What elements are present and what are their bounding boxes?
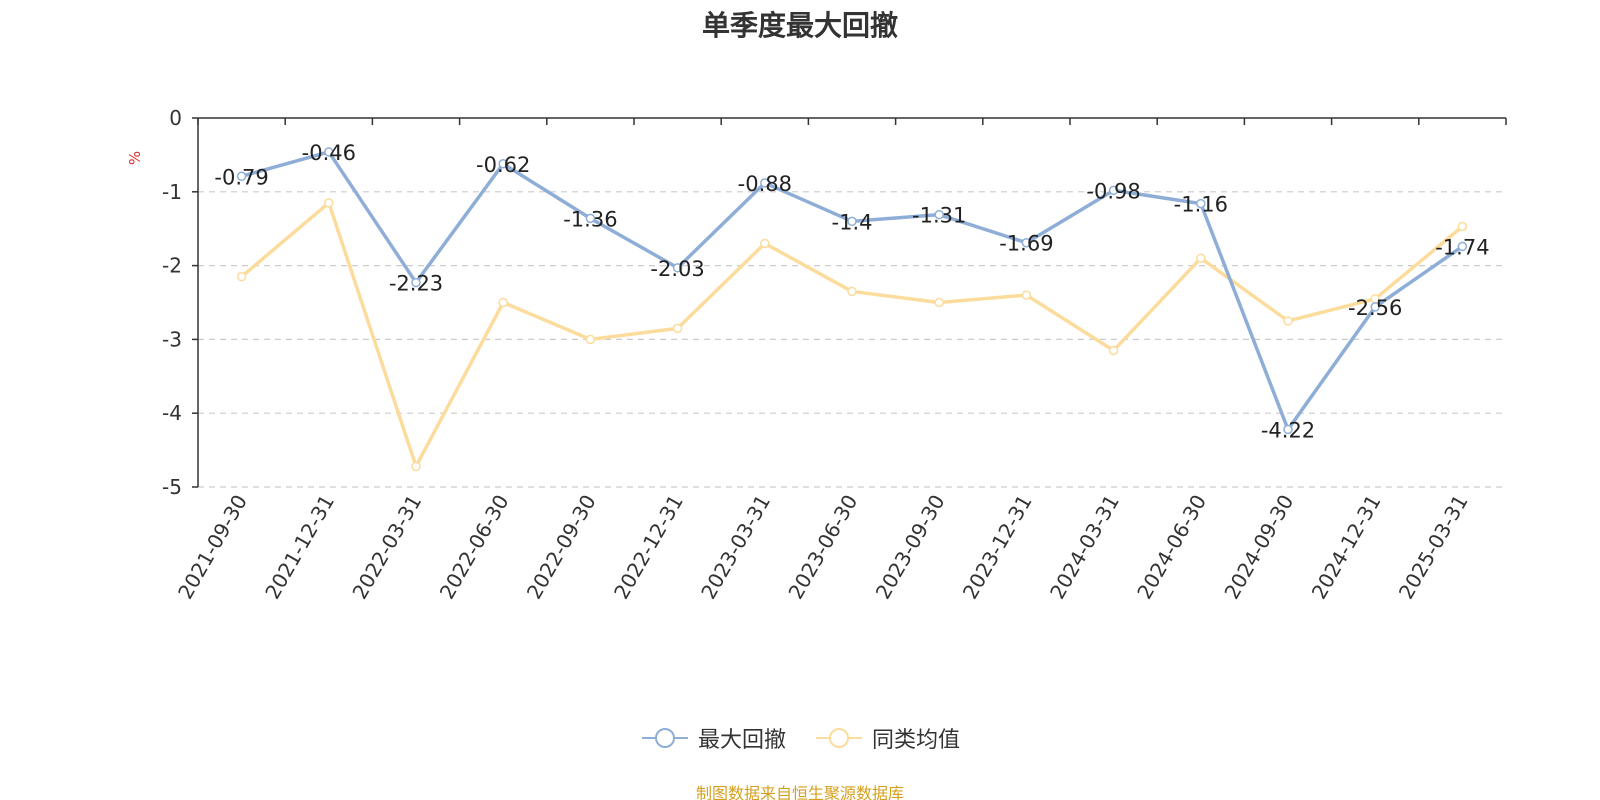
legend-item-series-1[interactable]: 同类均值: [814, 722, 960, 754]
series-1-point-8: [934, 297, 944, 308]
y-tick-label--2: -2: [162, 254, 182, 278]
x-tick-label-1: 2021-12-31: [260, 491, 339, 604]
series-1-point-6: [760, 238, 770, 249]
series-0-point-8: [934, 209, 944, 220]
x-tick-label-8: 2023-09-30: [871, 491, 950, 604]
x-tick-label-12: 2024-09-30: [1219, 491, 1298, 604]
legend-marker-series-0: [641, 728, 688, 748]
legend: 最大回撤 同类均值: [0, 722, 1600, 754]
data-label-series-0-12: -4.22: [1261, 418, 1315, 442]
data-label-series-0-9: -1.69: [999, 232, 1053, 256]
series-0-point-14: [1457, 241, 1468, 252]
legend-item-series-0[interactable]: 最大回撤: [640, 722, 786, 754]
series-0-point-10: [1108, 185, 1119, 196]
data-label-series-0-3: -0.62: [476, 153, 530, 177]
x-tick-label-9: 2023-12-31: [958, 491, 1037, 604]
legend-label-series-1: 同类均值: [872, 728, 961, 753]
data-label-series-0-13: -2.56: [1348, 296, 1402, 320]
x-tick-label-13: 2024-12-31: [1307, 491, 1386, 604]
series-0-point-11: [1196, 198, 1206, 209]
y-tick-label--1: -1: [162, 180, 182, 204]
line-chart: 0 -1 -2 -3 -4 -5% 2021-09-30 2021-12-31 2022-03-…: [126, 106, 1507, 604]
data-label-series-0-1: -0.46: [302, 141, 356, 165]
y-tick-label--5: -5: [162, 475, 182, 499]
series-1-point-10: [1108, 345, 1119, 356]
series-0-point-3: [498, 159, 508, 169]
x-tick-label-0: 2021-09-30: [173, 491, 252, 604]
series-0-point-6: [760, 178, 770, 188]
x-tick-label-7: 2023-06-30: [783, 491, 862, 604]
y-tick-label-0: 0: [169, 106, 182, 130]
series-1-point-7: [847, 286, 857, 297]
series-1-point-5: [672, 323, 683, 334]
data-label-series-0-4: -1.36: [563, 207, 617, 231]
series-1-point-0: [236, 271, 247, 282]
series-1-point-2: [411, 461, 421, 472]
legend-marker-series-1: [816, 728, 862, 748]
chart-title: 单季度最大回撤: [701, 9, 898, 42]
x-tick-label-6: 2023-03-31: [696, 491, 775, 604]
x-tick-label-4: 2022-09-30: [522, 491, 601, 604]
y-tick-label--3: -3: [162, 327, 182, 351]
series-0-point-7: [847, 216, 857, 227]
series-0-point-1: [324, 147, 334, 157]
series-1-point-9: [1021, 290, 1032, 300]
x-tick-label-14: 2025-03-31: [1394, 491, 1473, 604]
series-1-point-11: [1196, 253, 1206, 263]
data-label-series-0-7: -1.4: [832, 210, 873, 234]
x-tick-label-10: 2024-03-31: [1045, 491, 1124, 604]
series-0-point-5: [672, 263, 683, 273]
data-label-series-0-8: -1.31: [912, 204, 966, 228]
data-label-series-0-2: -2.23: [389, 272, 443, 296]
series-0-point-2: [411, 277, 421, 288]
x-tick-label-5: 2022-12-31: [609, 491, 688, 604]
data-label-series-0-6: -0.88: [738, 172, 792, 196]
series-1-point-3: [498, 297, 508, 308]
data-label-series-0-11: -1.16: [1174, 193, 1228, 217]
series-0-point-0: [236, 171, 247, 182]
data-label-series-0-5: -2.03: [650, 257, 704, 281]
legend-label-series-0: 最大回撤: [697, 728, 786, 753]
data-label-series-0-0: -0.79: [214, 165, 268, 189]
x-tick-label-11: 2024-06-30: [1132, 491, 1211, 604]
data-label-series-0-10: -0.98: [1086, 179, 1140, 203]
series-0-point-12: [1283, 424, 1293, 435]
series-0-point-13: [1370, 302, 1380, 312]
x-tick-label-3: 2022-06-30: [435, 491, 514, 604]
data-label-series-0-14: -1.74: [1435, 235, 1489, 259]
y-axis-unit-label: %: [126, 151, 144, 165]
series-1-point-4: [585, 334, 596, 345]
data-source-note: 制图数据来自恒生聚源数据库: [695, 784, 904, 800]
series-0-point-9: [1021, 237, 1032, 248]
series-1-point-1: [324, 198, 334, 208]
series-1-point-12: [1283, 316, 1293, 326]
series-1-point-14: [1457, 221, 1468, 232]
x-tick-label-2: 2022-03-31: [347, 491, 426, 604]
y-tick-label--4: -4: [162, 401, 182, 425]
series-0-point-4: [585, 213, 596, 224]
